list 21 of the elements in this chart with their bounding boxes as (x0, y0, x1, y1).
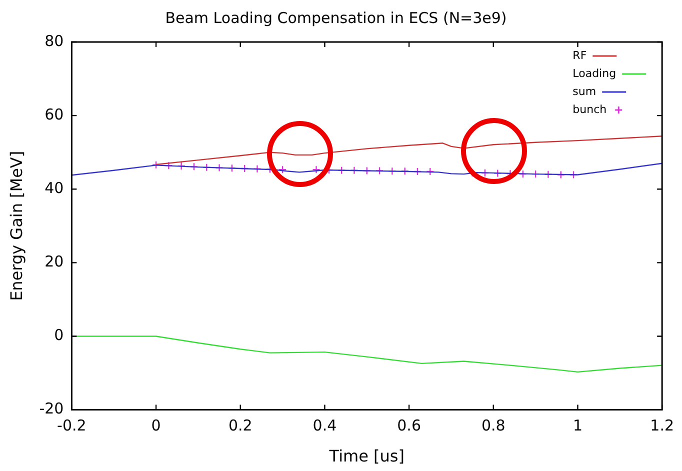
x-tick-label: 1.2 (650, 416, 674, 435)
legend-label: sum (572, 84, 596, 98)
y-tick-label: 20 (44, 252, 64, 271)
x-tick-label: 0.2 (228, 416, 252, 435)
x-tick-label: 0.4 (312, 416, 337, 435)
y-tick-label: 40 (44, 179, 64, 198)
legend-label: Loading (572, 66, 616, 80)
y-tick-label: 0 (54, 326, 64, 344)
x-tick-label: 0.8 (481, 416, 506, 435)
x-tick-label: 0 (151, 416, 161, 435)
y-tick-label: 60 (44, 105, 64, 124)
chart-title: Beam Loading Compensation in ECS (N=3e9) (165, 8, 507, 27)
x-tick-label: 1 (572, 416, 583, 435)
x-tick-label: -0.2 (57, 416, 86, 435)
y-tick-label: -20 (39, 400, 64, 418)
y-axis-title: Energy Gain [MeV] (6, 150, 26, 301)
x-tick-label: 0.6 (397, 416, 421, 435)
x-axis-title: Time [us] (328, 446, 404, 466)
legend-label: bunch (572, 102, 607, 116)
legend-label: RF (572, 48, 587, 62)
y-tick-label: 80 (44, 32, 64, 50)
